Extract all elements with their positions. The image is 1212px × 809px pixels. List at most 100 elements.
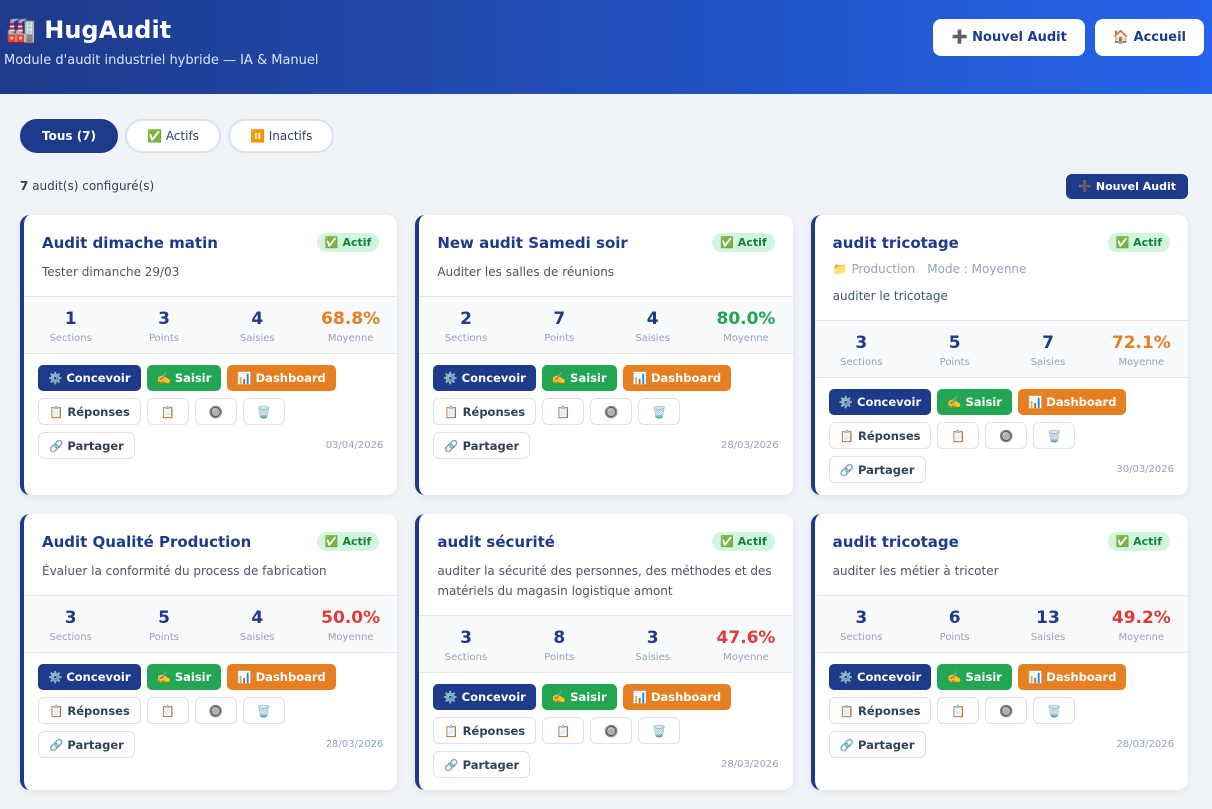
action-button[interactable]: ⚙️ Concevoir bbox=[433, 365, 536, 391]
stat-label: Moyenne bbox=[723, 333, 769, 344]
action-button[interactable]: ✍️ Saisir bbox=[146, 664, 222, 690]
icon: ➕ bbox=[951, 30, 968, 45]
header-button[interactable]: 🏠 Accueil bbox=[1094, 19, 1204, 56]
action-button[interactable]: ⚙️ Concevoir bbox=[828, 389, 932, 415]
action-button[interactable]: ✍️ Saisir bbox=[937, 389, 1012, 415]
action-button[interactable]: ✍️ Saisir bbox=[937, 664, 1012, 690]
action-button[interactable]: 📋 Réponses bbox=[433, 717, 537, 744]
app-icon: 🏭 bbox=[6, 16, 36, 44]
action-button[interactable]: 📊 Dashboard bbox=[622, 684, 732, 710]
card-footer: 🔗 Partager 28/03/2026 bbox=[828, 731, 1174, 758]
action-button[interactable]: 🔘 bbox=[194, 697, 237, 724]
action-button[interactable]: 📋 bbox=[937, 697, 980, 724]
action-button[interactable]: 📋 Réponses bbox=[433, 398, 537, 425]
action-button[interactable]: 📊 Dashboard bbox=[227, 365, 336, 391]
stat-label: Sections bbox=[840, 632, 883, 643]
action-button[interactable]: 🗑️ bbox=[242, 398, 285, 425]
filter-tab[interactable]: Tous (7) bbox=[20, 119, 119, 153]
icon: 🗑️ bbox=[651, 404, 667, 419]
icon: 🔘 bbox=[603, 404, 619, 419]
share-button[interactable]: 🔗 Partager bbox=[828, 731, 926, 758]
filter-tab[interactable]: ✅ Actifs bbox=[125, 119, 221, 153]
icon: 📋 bbox=[49, 703, 64, 718]
label: Saisir bbox=[570, 371, 607, 385]
action-button[interactable]: 📋 Réponses bbox=[828, 697, 932, 724]
audit-card: Audit Qualité Production ✅ Actif Évaluer l… bbox=[20, 514, 398, 790]
meta-item: Mode : Moyenne bbox=[927, 262, 1026, 276]
action-button[interactable]: 📊 Dashboard bbox=[1017, 389, 1127, 415]
share-button[interactable]: 🔗 Partager bbox=[38, 432, 135, 459]
stat-value: 4 bbox=[251, 309, 264, 329]
icon: 🔗 bbox=[444, 438, 459, 453]
action-button[interactable]: 📋 Réponses bbox=[38, 398, 141, 425]
label: Dashboard bbox=[650, 371, 722, 385]
label: Nouvel Audit bbox=[1095, 180, 1176, 193]
action-button[interactable]: 🔘 bbox=[985, 697, 1028, 724]
action-button[interactable]: 🔘 bbox=[194, 398, 237, 425]
action-button[interactable]: 📋 bbox=[542, 717, 585, 744]
action-button[interactable]: 🗑️ bbox=[1033, 422, 1076, 449]
stat: 72.1% Moyenne bbox=[1095, 333, 1188, 368]
card-title: New audit Samedi soir bbox=[437, 233, 628, 252]
stat-value: 3 bbox=[855, 608, 868, 628]
stat-value: 50.0% bbox=[321, 608, 381, 628]
label: Réponses bbox=[462, 723, 526, 738]
text: Mode : Moyenne bbox=[927, 262, 1027, 276]
action-button[interactable]: 🗑️ bbox=[1033, 697, 1076, 724]
action-button[interactable]: 🗑️ bbox=[638, 398, 681, 425]
card-date: 30/03/2026 bbox=[1116, 464, 1174, 475]
action-button[interactable]: ⚙️ Concevoir bbox=[38, 664, 141, 690]
icon: ⚙️ bbox=[443, 690, 458, 704]
header: 🏭 HugAudit Module d'audit industriel hyb… bbox=[0, 0, 1212, 94]
action-button[interactable]: ⚙️ Concevoir bbox=[433, 684, 536, 710]
status-badge: ✅ Actif bbox=[316, 233, 380, 252]
action-button[interactable]: 📋 bbox=[146, 697, 189, 724]
icon: 📊 bbox=[1027, 395, 1043, 409]
new-audit-button[interactable]: ➕ Nouvel Audit bbox=[1066, 174, 1188, 199]
stat-label: Moyenne bbox=[327, 333, 374, 344]
action-button[interactable]: 🔘 bbox=[590, 717, 633, 744]
icon: 📋 bbox=[555, 723, 571, 738]
label: Actifs bbox=[165, 129, 199, 143]
card-stats: 1 Sections 3 Points 4 Saisies 68.8% Moyenne bbox=[24, 296, 398, 354]
share-button[interactable]: 🔗 Partager bbox=[433, 432, 531, 459]
action-button[interactable]: 📊 Dashboard bbox=[622, 365, 732, 391]
action-button[interactable]: 📋 Réponses bbox=[38, 697, 141, 724]
action-button[interactable]: 📋 bbox=[542, 398, 585, 425]
audit-card: Audit dimache matin ✅ Actif Tester dimanch… bbox=[20, 215, 398, 495]
label: Saisir bbox=[965, 395, 1002, 409]
action-button[interactable]: 🔘 bbox=[985, 422, 1028, 449]
label: Réponses bbox=[858, 703, 921, 718]
share-button[interactable]: 🔗 Partager bbox=[828, 456, 926, 483]
stat-label: Points bbox=[939, 632, 970, 643]
action-button[interactable]: ⚙️ Concevoir bbox=[38, 365, 141, 391]
action-button[interactable]: ⚙️ Concevoir bbox=[828, 664, 932, 690]
header-button[interactable]: ➕ Nouvel Audit bbox=[933, 19, 1085, 56]
action-button[interactable]: ✍️ Saisir bbox=[541, 684, 617, 710]
filter-tab[interactable]: ⏸️ Inactifs bbox=[227, 119, 335, 153]
audit-card: audit sécurité ✅ Actif auditer la sécurité… bbox=[415, 514, 793, 790]
action-button[interactable]: 🔘 bbox=[590, 398, 633, 425]
action-button[interactable]: ✍️ Saisir bbox=[146, 365, 222, 391]
action-button[interactable]: 📋 Réponses bbox=[828, 422, 932, 449]
stat: 3 Points bbox=[117, 309, 210, 344]
action-button[interactable]: 🗑️ bbox=[638, 717, 681, 744]
action-button[interactable]: ✍️ Saisir bbox=[541, 365, 617, 391]
action-button[interactable]: 📋 bbox=[146, 398, 189, 425]
label: Dashboard bbox=[255, 371, 326, 385]
stat: 3 Sections bbox=[24, 608, 117, 643]
card-description: auditer les métier à tricoter bbox=[832, 564, 999, 578]
stat-value: 3 bbox=[646, 628, 659, 648]
action-button[interactable]: 📊 Dashboard bbox=[227, 664, 336, 690]
icon: 🔘 bbox=[208, 404, 223, 419]
title-row: audit tricotage ✅ Actif bbox=[833, 532, 1170, 551]
icon: 🔗 bbox=[839, 737, 854, 752]
share-button[interactable]: 🔗 Partager bbox=[38, 731, 135, 758]
action-button[interactable]: 📋 bbox=[937, 422, 980, 449]
stat: 13 Saisies bbox=[1001, 608, 1094, 643]
stat: 3 Sections bbox=[815, 333, 908, 368]
action-button[interactable]: 📊 Dashboard bbox=[1017, 664, 1127, 690]
action-button[interactable]: 🗑️ bbox=[242, 697, 285, 724]
share-button[interactable]: 🔗 Partager bbox=[433, 751, 531, 778]
stat-label: Points bbox=[148, 632, 180, 643]
